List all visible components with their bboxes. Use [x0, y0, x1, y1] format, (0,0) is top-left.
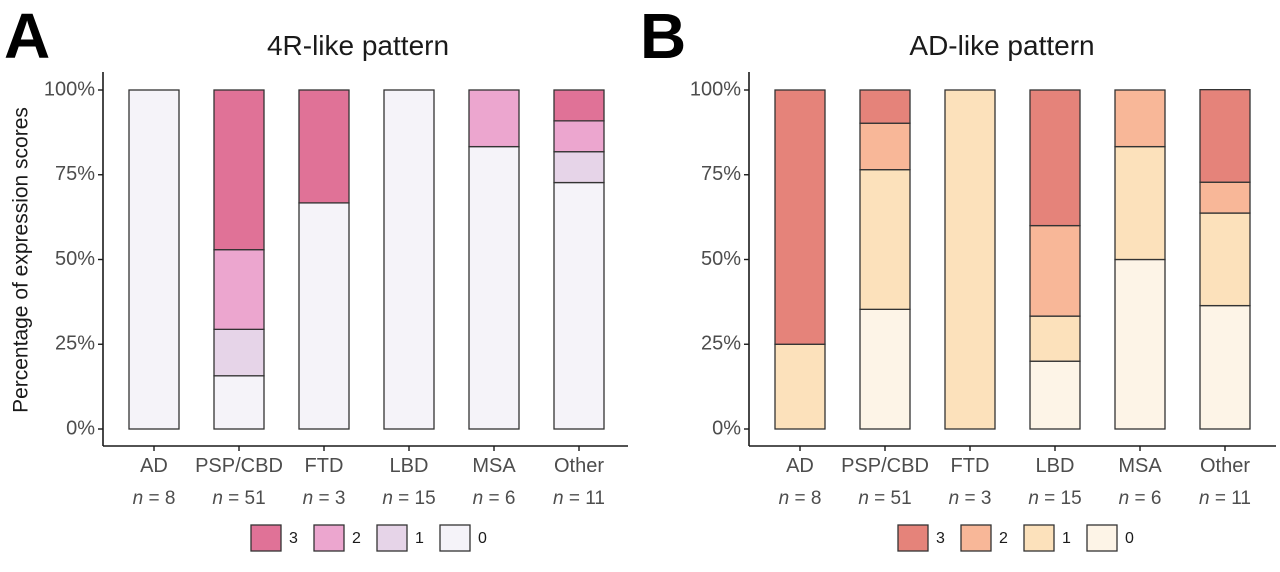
bar-segment-ftd-score-1	[944, 89, 996, 430]
bar-segment-lbd-score-1	[1029, 315, 1081, 362]
legend-label-score-0: 0	[478, 530, 487, 547]
y-tick-label: 0%	[66, 417, 95, 439]
y-tick-label: 50%	[55, 248, 95, 270]
x-tick-label-ad: AD	[140, 455, 168, 477]
bar-segment-psp-cbd-score-0	[859, 308, 911, 430]
legend-label-score-3: 3	[289, 530, 298, 547]
x-tick-label-other: Other	[554, 455, 604, 477]
legend-swatch-score-0	[439, 524, 471, 552]
legend-swatch-score-2	[313, 524, 345, 552]
n-label-psp-cbd: n = 51	[212, 488, 265, 509]
y-tick-label: 0%	[712, 417, 741, 439]
bar-segment-other-score-2	[553, 120, 605, 153]
x-tick-label-msa: MSA	[472, 455, 516, 477]
y-tick-label: 100%	[44, 78, 95, 100]
bar-segment-psp-cbd-score-2	[859, 122, 911, 171]
legend-label-score-0: 0	[1125, 530, 1134, 547]
bar-segment-other-score-2	[1199, 181, 1251, 214]
bar-segment-ad-score-3	[774, 89, 826, 345]
y-tick-label: 100%	[690, 78, 741, 100]
n-label-ad: n = 8	[779, 488, 822, 509]
legend-label-score-1: 1	[415, 530, 424, 547]
n-label-other: n = 11	[1199, 488, 1251, 509]
x-tick-label-ftd: FTD	[951, 455, 990, 477]
legend-swatch-score-2	[960, 524, 992, 552]
bar-segment-msa-score-0	[1114, 258, 1166, 430]
legend-swatch-score-3	[897, 524, 929, 552]
x-tick-label-other: Other	[1200, 455, 1250, 477]
panel-b: B AD-like pattern 0% 25% 50% 75% 100% AD n = 8…	[640, 0, 1276, 552]
x-tick-label-psp-cbd: PSP/CBD	[195, 455, 283, 477]
bar-segment-msa-score-2	[468, 89, 520, 148]
n-label-ftd: n = 3	[303, 488, 346, 509]
bar-segment-ftd-score-3	[298, 89, 350, 204]
bar-segment-psp-cbd-score-1	[859, 169, 911, 310]
bar-segment-other-score-1	[1199, 212, 1251, 307]
panel-a: A 4R-like pattern 0% 25% 50% 75% 100% AD n = 8…	[4, 0, 628, 552]
bar-segment-other-score-0	[553, 181, 605, 430]
bar-segment-other-score-3	[1199, 89, 1251, 183]
bar-segment-ad-score-0	[128, 89, 180, 430]
legend-label-score-2: 2	[352, 530, 361, 547]
y-axis-title: Percentage of expression scores	[10, 107, 33, 413]
bar-segment-lbd-score-2	[1029, 224, 1081, 317]
legend-label-score-2: 2	[999, 530, 1008, 547]
bar-segment-psp-cbd-score-2	[213, 249, 265, 330]
n-label-msa: n = 6	[473, 488, 516, 509]
bar-segment-psp-cbd-score-0	[213, 375, 265, 430]
panel-b-title: AD-like pattern	[909, 30, 1094, 61]
y-tick-label: 25%	[55, 333, 95, 355]
x-tick-label-msa: MSA	[1118, 455, 1162, 477]
n-label-other: n = 11	[553, 488, 605, 509]
n-label-msa: n = 6	[1119, 488, 1162, 509]
x-tick-label-psp-cbd: PSP/CBD	[841, 455, 929, 477]
panel-letter-b: B	[640, 0, 686, 72]
bar-segment-other-score-1	[553, 151, 605, 184]
legend-swatch-score-0	[1086, 524, 1118, 552]
y-tick-label: 75%	[55, 163, 95, 185]
legend-swatch-score-3	[250, 524, 282, 552]
x-tick-label-lbd: LBD	[1036, 455, 1075, 477]
legend-swatch-score-1	[1023, 524, 1055, 552]
x-tick-label-ad: AD	[786, 455, 814, 477]
bar-segment-other-score-0	[1199, 304, 1251, 430]
bar-segment-msa-score-0	[468, 145, 520, 430]
x-tick-label-lbd: LBD	[390, 455, 429, 477]
panel-letter-a: A	[4, 0, 50, 72]
n-label-psp-cbd: n = 51	[858, 488, 911, 509]
bar-segment-psp-cbd-score-3	[213, 89, 265, 251]
bar-segment-ad-score-1	[774, 343, 826, 430]
panel-a-title: 4R-like pattern	[267, 30, 449, 61]
bar-segment-psp-cbd-score-1	[213, 328, 265, 377]
bar-segment-lbd-score-3	[1029, 89, 1081, 227]
y-tick-label: 25%	[701, 333, 741, 355]
bar-segment-msa-score-2	[1114, 89, 1166, 148]
bar-segment-other-score-3	[553, 89, 605, 122]
n-label-ftd: n = 3	[949, 488, 992, 509]
legend-label-score-1: 1	[1062, 530, 1071, 547]
x-tick-label-ftd: FTD	[305, 455, 344, 477]
legend-swatch-score-1	[376, 524, 408, 552]
bar-segment-psp-cbd-score-3	[859, 89, 911, 124]
bar-segment-lbd-score-0	[383, 89, 435, 430]
n-label-lbd: n = 15	[1028, 488, 1081, 509]
bar-segment-ftd-score-0	[298, 202, 350, 430]
bar-segment-msa-score-1	[1114, 145, 1166, 261]
n-label-lbd: n = 15	[382, 488, 435, 509]
y-tick-label: 75%	[701, 163, 741, 185]
n-label-ad: n = 8	[133, 488, 176, 509]
y-tick-label: 50%	[701, 248, 741, 270]
bar-segment-lbd-score-0	[1029, 360, 1081, 430]
legend-label-score-3: 3	[936, 530, 945, 547]
